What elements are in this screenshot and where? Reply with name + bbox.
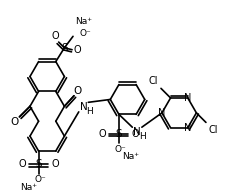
- Text: Na⁺: Na⁺: [21, 183, 37, 191]
- Text: O⁻: O⁻: [80, 29, 91, 38]
- Text: O⁻: O⁻: [35, 175, 46, 184]
- Text: O: O: [18, 159, 26, 169]
- Text: O: O: [11, 117, 19, 127]
- Text: O⁻: O⁻: [115, 145, 127, 154]
- Text: O: O: [74, 86, 82, 96]
- Text: Cl: Cl: [149, 76, 158, 86]
- Text: S: S: [61, 43, 68, 53]
- Text: Na⁺: Na⁺: [75, 17, 92, 26]
- Text: N: N: [184, 93, 191, 103]
- Text: S: S: [35, 159, 42, 169]
- Text: H: H: [86, 107, 93, 116]
- Text: O: O: [51, 31, 59, 41]
- Text: S: S: [116, 129, 122, 139]
- Text: Cl: Cl: [209, 125, 218, 135]
- Text: N: N: [80, 102, 88, 112]
- Text: O: O: [99, 129, 106, 139]
- Text: N: N: [133, 127, 141, 137]
- Text: O: O: [131, 129, 139, 139]
- Text: N: N: [158, 108, 166, 118]
- Text: N: N: [184, 123, 191, 133]
- Text: Na⁺: Na⁺: [122, 152, 139, 161]
- Text: H: H: [139, 132, 146, 141]
- Text: O: O: [51, 159, 59, 169]
- Text: O: O: [74, 45, 82, 55]
